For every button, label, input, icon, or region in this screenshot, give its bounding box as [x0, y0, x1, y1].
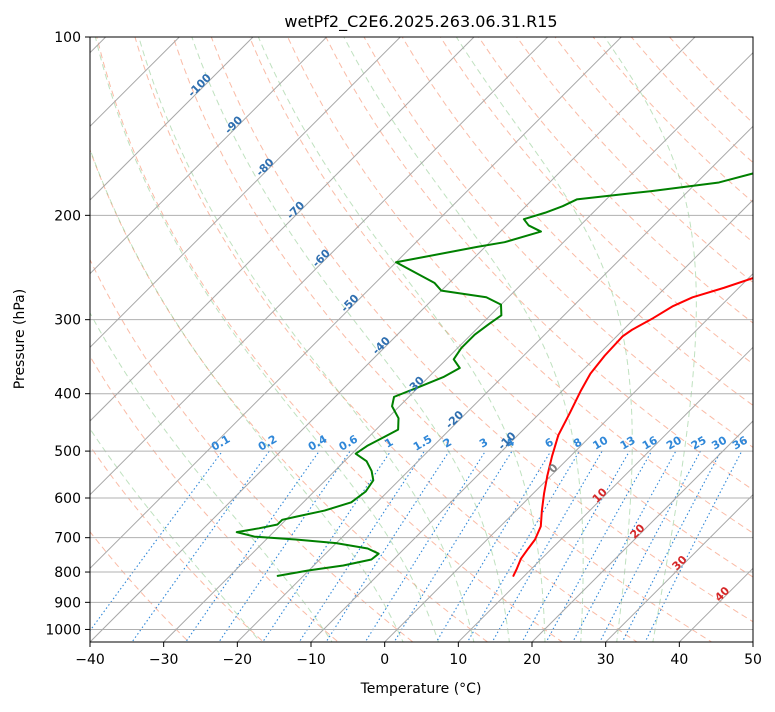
moist-adiabat: [257, 37, 546, 642]
moist-adiabat: [343, 37, 584, 642]
isotherm-line: [236, 125, 753, 642]
isotherm-line: [90, 37, 328, 275]
x-tick-label: −10: [296, 652, 326, 668]
dry-adiabat: [401, 37, 753, 406]
y-tick-label: 100: [54, 30, 81, 46]
x-tick-label: −40: [75, 652, 105, 668]
x-tick-label: 10: [449, 652, 467, 668]
y-axis-label: Pressure (hPa): [12, 289, 28, 389]
axes: −40 −30 −20 −10 0 10 20 30 40 50 100 200 300 400 500 60…: [45, 30, 762, 668]
chart-title: wetPf2_C2E6.2025.263.06.31.R15: [284, 12, 557, 32]
isotherm-line: [604, 493, 753, 642]
plot-frame: [89, 36, 754, 643]
x-tick-label: 20: [523, 652, 541, 668]
y-tick-label: 200: [54, 208, 81, 224]
dry-adiabat: [439, 37, 753, 365]
isotherm-line: [531, 420, 753, 642]
y-tick-label: 800: [54, 565, 81, 581]
y-tick-label: 900: [54, 595, 81, 611]
x-tick-label: −30: [149, 652, 179, 668]
y-tick-label: 700: [54, 531, 81, 547]
dry-adiabat: [325, 37, 753, 491]
isotherm-line: [90, 37, 475, 422]
x-tick-label: 30: [597, 652, 615, 668]
isotherm-line: [90, 37, 402, 349]
isotherm-line: [90, 37, 623, 570]
plot-area: [90, 37, 753, 642]
isotherm-line: [383, 272, 753, 642]
y-tick-label: 500: [54, 444, 81, 460]
y-tick-label: 1000: [45, 622, 81, 638]
isotherm-line: [90, 37, 696, 642]
isotherm-line: [310, 199, 753, 642]
dewpoint-line: [235, 172, 753, 577]
y-tick-label: 600: [54, 491, 81, 507]
x-tick-label: 40: [670, 652, 688, 668]
moist-adiabat: [94, 37, 439, 642]
y-tick-label: 400: [54, 387, 81, 403]
dry-adiabat: [363, 37, 753, 448]
x-tick-label: 0: [380, 652, 389, 668]
y-tick-label: 300: [54, 313, 81, 329]
x-tick-label: 50: [744, 652, 762, 668]
x-tick-label: −20: [223, 652, 253, 668]
isotherm-line: [90, 37, 549, 496]
x-axis-label: Temperature (°C): [360, 681, 482, 697]
isotherm-line: [457, 346, 753, 642]
moist-adiabat: [90, 311, 333, 642]
isotherm-line: [90, 37, 254, 201]
grid-lines: [90, 37, 753, 642]
profile-lines: [235, 172, 753, 577]
isotherm-line: [162, 51, 753, 642]
moist-adiabat: [138, 37, 475, 642]
moist-adiabat: [604, 37, 697, 642]
temperature-line: [512, 276, 753, 577]
moist-adiabat: [455, 37, 633, 642]
